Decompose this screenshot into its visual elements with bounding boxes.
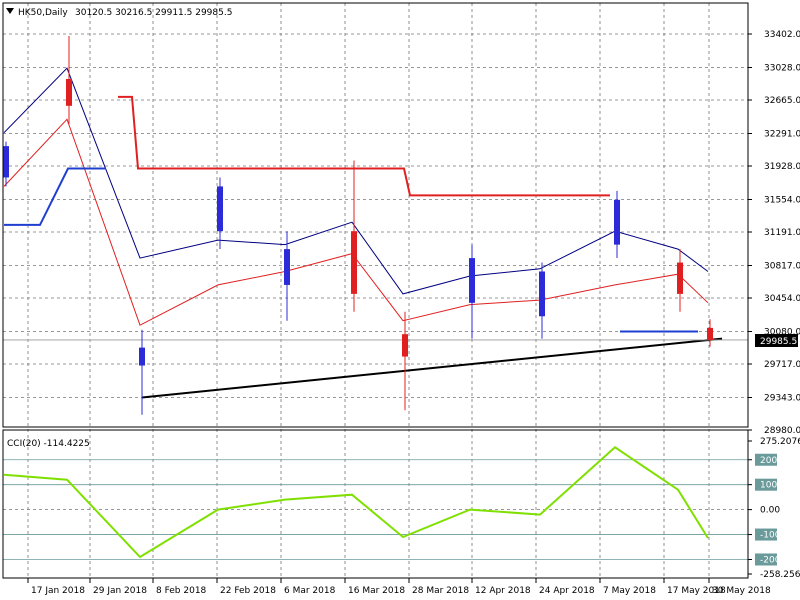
price-axis-label: 30080.0 — [764, 327, 800, 337]
slow-ma-line — [3, 118, 709, 326]
date-axis-label: 17 Jan 2018 — [31, 586, 85, 596]
date-axis-label: 8 Feb 2018 — [156, 586, 207, 596]
cci-axis-label: 100 — [760, 481, 777, 491]
price-axis-label: 31928.0 — [764, 162, 800, 172]
date-axis-label: 28 Mar 2018 — [412, 586, 469, 596]
cci-level-tag-bg — [755, 453, 777, 466]
candle-body — [677, 262, 683, 294]
date-axis-label: 12 Apr 2018 — [475, 586, 531, 596]
date-axis-label: 16 Mar 2018 — [348, 586, 405, 596]
fast-ma-line — [3, 67, 709, 295]
ascending-trendline — [141, 337, 723, 399]
cci-axis-label: -258.2563 — [760, 570, 800, 580]
cci-axis-label: 200 — [760, 456, 777, 466]
price-axis-label: 32291.0 — [764, 129, 800, 139]
price-axis-label: 29717.0 — [764, 360, 800, 370]
date-axis-label: 17 May 2018 — [667, 586, 726, 596]
date-axis-label: 30 May 2018 — [712, 586, 771, 596]
price-axis-label: 33028.0 — [764, 63, 800, 73]
resistance-step-line — [118, 95, 610, 197]
cci-axis-label: 275.2076 — [760, 437, 800, 447]
ohlc-readout: 30120.5 30216.5 29911.5 29985.5 — [75, 8, 232, 18]
cci-chart-frame — [2, 429, 749, 579]
current-price-tag: 29985.5 — [760, 337, 797, 347]
date-axis-label: 24 Apr 2018 — [539, 586, 595, 596]
candle-body — [469, 258, 475, 303]
price-axis-label: 30817.0 — [764, 261, 800, 271]
indicator-overlays — [3, 67, 748, 399]
date-axis-label: 7 May 2018 — [603, 586, 656, 596]
main-chart-frame — [2, 2, 749, 428]
cci-subwindow — [3, 446, 748, 560]
symbol-timeframe-label: HK50,Daily — [18, 8, 68, 18]
date-axis-label: 6 Mar 2018 — [284, 586, 336, 596]
current-price-tag-bg — [755, 334, 798, 347]
candle-body — [614, 199, 620, 245]
candle-body — [139, 347, 145, 366]
cci-indicator-label: CCI(20) -114.4225 — [7, 439, 90, 449]
candle-body — [66, 78, 72, 106]
cci-level-tag-bg — [755, 553, 777, 566]
candle-body — [3, 146, 9, 178]
candle-body — [539, 271, 545, 317]
cci-level-tag-bg — [755, 528, 777, 541]
candle-body — [402, 334, 408, 357]
price-axis-label: 30454.0 — [764, 294, 800, 304]
price-axis-label: 32665.0 — [764, 96, 800, 106]
price-axis-label: 29343.0 — [764, 393, 800, 403]
price-axis-label: 33402.0 — [764, 30, 800, 40]
date-axis-label: 29 Jan 2018 — [93, 586, 147, 596]
price-axis-label: 28980.0 — [764, 426, 800, 436]
cci-axis-label: -200 — [760, 555, 781, 565]
date-axis-label: 22 Feb 2018 — [220, 586, 276, 596]
cci-axis-label: 0.00 — [760, 506, 780, 516]
candle-body — [351, 231, 357, 294]
cci-line — [3, 446, 709, 559]
price-axis-label: 31191.0 — [764, 228, 800, 238]
grid-lines — [3, 3, 748, 578]
candle-body — [217, 186, 223, 232]
candle-body — [707, 327, 713, 340]
candlesticks — [3, 35, 713, 415]
cci-level-tag-bg — [755, 478, 777, 491]
candle-body — [284, 249, 290, 285]
price-axis-label: 31554.0 — [764, 195, 800, 205]
cci-axis-label: -100 — [760, 531, 781, 541]
collapse-triangle-icon[interactable] — [6, 8, 14, 14]
axis-labels: 33402.0 33028.0 32665.0 32291.0 31928.0 31554… — [27, 30, 800, 596]
support-step-line — [4, 167, 106, 226]
